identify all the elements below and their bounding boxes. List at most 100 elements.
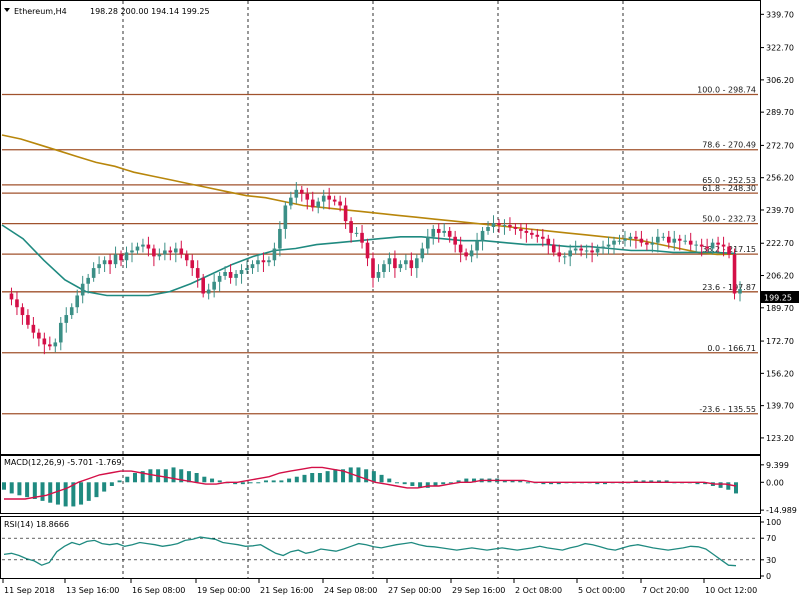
rsi-label: RSI(14) 18.8666: [4, 520, 69, 529]
candle-body: [135, 246, 140, 251]
candle-body: [343, 205, 348, 222]
macd-histogram-bar: [109, 482, 114, 486]
current-price-label: 199.25: [764, 294, 792, 303]
time-tick-label: 19 Sep 00:00: [197, 586, 250, 595]
macd-histogram-bar: [55, 482, 60, 505]
candle-body: [294, 189, 299, 198]
main-price-panel[interactable]: [0, 0, 761, 455]
macd-histogram-bar: [726, 482, 731, 490]
fibonacci-levels[interactable]: 100.0 - 298.74 78.6 - 270.49 65.0 - 252.53…: [2, 85, 758, 415]
candle-body: [37, 332, 41, 339]
macd-histogram-bar: [603, 482, 608, 485]
candle-body: [168, 250, 173, 253]
macd-histogram-bar: [217, 480, 222, 483]
candle-body: [250, 264, 255, 269]
candle-body: [141, 244, 145, 247]
candle-body: [458, 244, 463, 253]
candlesticks[interactable]: [9, 182, 742, 355]
candle-body: [212, 281, 216, 290]
macd-histogram-bar: [163, 469, 168, 483]
rsi-tick-label: 30: [766, 556, 776, 565]
candle-body: [130, 250, 134, 253]
macd-histogram-bar: [71, 482, 76, 507]
candle-body: [661, 236, 666, 238]
slow-moving-average-line: [1, 134, 737, 256]
macd-indicator: [2, 466, 738, 507]
macd-label: MACD(12,26,9) -5.701 -1.769: [4, 458, 121, 467]
candle-body: [278, 228, 282, 249]
macd-histogram-bar: [117, 480, 122, 483]
macd-histogram-bar: [448, 482, 453, 484]
candle-body: [453, 236, 457, 245]
candle-body: [425, 236, 430, 249]
price-axis: 339.70 322.70 306.20 289.70 272.70 256.20 239.…: [760, 10, 794, 443]
macd-histogram-bar: [641, 480, 646, 483]
candle-body: [119, 254, 123, 261]
candle-body: [371, 258, 375, 278]
macd-histogram-bar: [364, 469, 369, 483]
macd-histogram-bar: [63, 482, 68, 507]
candle-body: [475, 240, 479, 251]
candle-body: [80, 283, 85, 296]
candle-body: [530, 232, 534, 235]
candle-body: [519, 228, 523, 231]
candle-body: [420, 248, 425, 259]
macd-histogram-bar: [40, 482, 45, 501]
candle-body: [53, 342, 58, 347]
fib-label: 78.6 - 270.49: [702, 141, 756, 150]
macd-histogram-bar: [248, 482, 253, 484]
ohlc-values: 198.28 200.00 194.14 199.25: [90, 7, 210, 16]
triangle-down-icon[interactable]: [4, 8, 10, 12]
macd-histogram-bar: [271, 480, 276, 483]
candle-body: [321, 195, 326, 202]
macd-histogram-bar: [633, 480, 638, 483]
macd-histogram-bar: [464, 478, 469, 483]
macd-panel[interactable]: [0, 455, 761, 514]
rsi-indicator: [2, 536, 758, 567]
macd-histogram-bar: [356, 467, 361, 483]
candle-body: [206, 289, 211, 294]
rsi-line: [3, 536, 737, 567]
macd-histogram-bar: [387, 478, 392, 483]
candle-body: [387, 258, 392, 265]
candle-body: [447, 230, 452, 237]
rsi-tick-label: 0: [766, 572, 771, 581]
candle-body: [354, 232, 359, 234]
macd-histogram-bar: [348, 467, 353, 483]
candle-body: [184, 254, 189, 261]
current-price-marker: 199.25: [761, 291, 799, 303]
candle-body: [541, 236, 545, 239]
macd-histogram-bar: [549, 482, 554, 485]
candle-body: [20, 307, 25, 316]
rsi-panel[interactable]: [0, 516, 761, 579]
time-axis: 11 Sep 2018 13 Sep 16:00 16 Sep 08:00 19 Se…: [2, 579, 757, 595]
price-tick-label: 339.70: [766, 10, 794, 19]
candle-body: [217, 275, 222, 282]
macd-histogram-bar: [263, 480, 268, 483]
time-tick-label: 5 Oct 00:00: [578, 586, 625, 595]
candle-body: [283, 205, 288, 229]
price-tick-label: 222.70: [766, 239, 794, 248]
candle-body: [157, 254, 162, 257]
candle-body: [464, 252, 468, 257]
candle-body: [568, 250, 572, 257]
macd-histogram-bar: [279, 480, 284, 483]
moving-averages: [1, 134, 737, 297]
candle-body: [124, 252, 129, 261]
candle-body: [705, 246, 709, 249]
candle-body: [535, 234, 540, 237]
price-tick-label: 139.70: [766, 402, 794, 411]
rsi-tick-label: 100: [766, 518, 781, 527]
macd-histogram-bar: [595, 482, 600, 485]
candle-body: [716, 242, 720, 245]
time-tick-label: 24 Sep 08:00: [324, 586, 377, 595]
price-tick-label: 322.70: [766, 44, 794, 53]
macd-histogram-bar: [541, 482, 546, 485]
macd-histogram-bar: [379, 474, 384, 483]
candle-body: [69, 307, 74, 316]
candle-body: [310, 199, 315, 208]
macd-histogram-bar: [502, 480, 507, 483]
candle-body: [64, 315, 69, 323]
macd-histogram-bar: [171, 467, 176, 483]
